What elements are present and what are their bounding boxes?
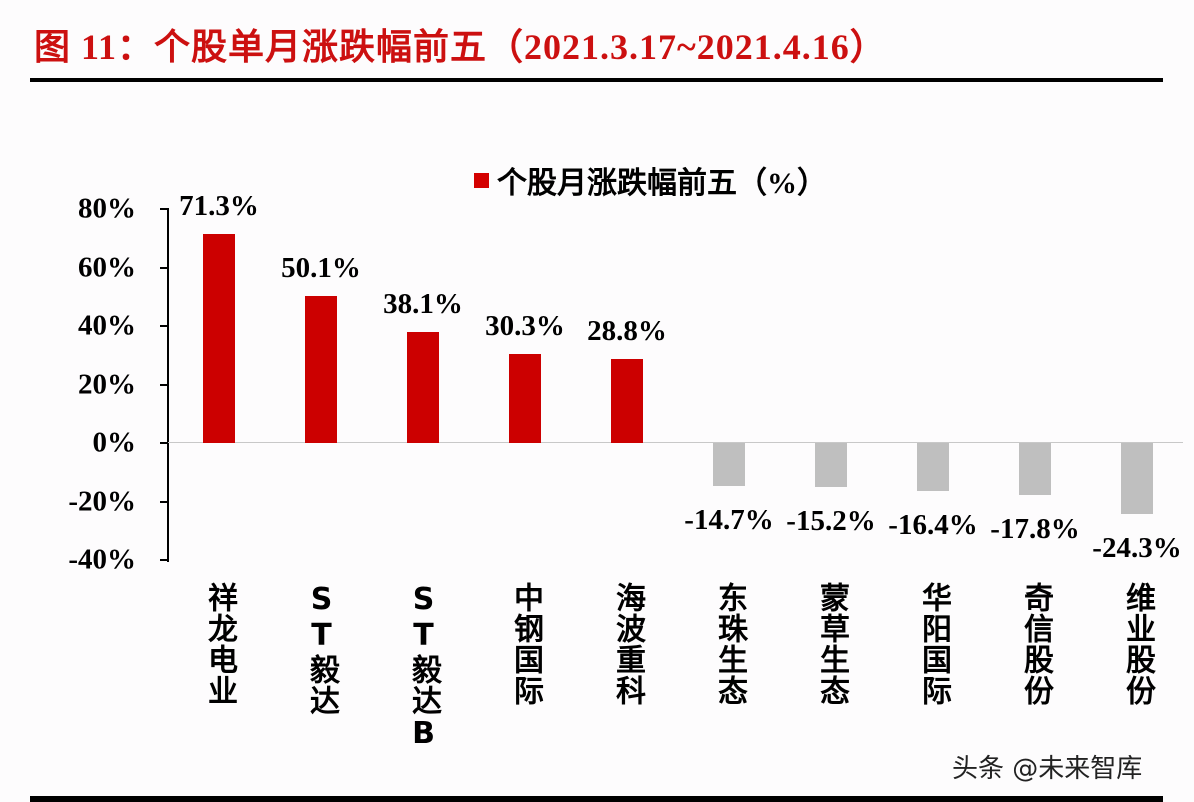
data-label: -14.7%: [684, 503, 774, 536]
y-tick: [160, 442, 168, 444]
y-tick: [160, 325, 168, 327]
y-tick-label: 80%: [78, 192, 136, 225]
data-label: 71.3%: [179, 190, 259, 223]
data-label: -24.3%: [1092, 532, 1182, 565]
data-label: -15.2%: [786, 505, 876, 538]
x-category-label: 维业股份: [1120, 582, 1155, 706]
bottom-divider: [30, 796, 1163, 802]
y-tick: [160, 266, 168, 269]
x-category-label: 海波重科: [610, 582, 645, 706]
y-tick: [160, 383, 168, 386]
bar: [509, 354, 541, 443]
y-tick-label: 20%: [78, 368, 136, 400]
bar: [407, 331, 439, 443]
data-label: 50.1%: [281, 252, 361, 285]
top-divider: [30, 78, 1163, 82]
y-tick-label: 0%: [92, 426, 137, 459]
y-tick-label: -40%: [68, 543, 136, 576]
y-tick: [160, 500, 168, 503]
data-label: 28.8%: [587, 314, 667, 347]
zero-baseline: [168, 442, 1183, 443]
bar: [917, 443, 949, 491]
x-category-label: 中钢国际: [508, 582, 543, 706]
x-category-label: 华阳国际: [916, 582, 951, 706]
bar: [713, 443, 745, 486]
x-category-label: 奇信股份: [1018, 582, 1053, 706]
y-tick-label: 60%: [78, 251, 136, 283]
x-category-label: ST毅达: [304, 582, 339, 716]
data-label: 38.1%: [383, 287, 463, 320]
bar: [611, 358, 643, 443]
chart-legend: 个股月涨跌幅前五（%）: [474, 158, 827, 202]
watermark: 头条 @未来智库: [952, 754, 1143, 784]
y-tick-label: 40%: [78, 309, 136, 342]
x-category-label: 祥龙电业: [202, 582, 237, 706]
figure-title: 图 11：个股单月涨跌幅前五（2021.3.17~2021.4.16）: [34, 27, 887, 67]
y-tick: [160, 559, 168, 561]
y-axis: [167, 208, 169, 562]
bar: [305, 296, 337, 443]
bar: [1121, 443, 1153, 515]
x-category-label: ST毅达B: [406, 582, 441, 752]
bar: [203, 234, 235, 443]
x-category-label: 东珠生态: [712, 582, 747, 706]
bar: [1019, 443, 1051, 496]
data-label: 30.3%: [485, 310, 565, 343]
data-label: -17.8%: [990, 513, 1080, 546]
bar: [815, 443, 847, 488]
legend-label: 个股月涨跌幅前五（%）: [497, 167, 827, 200]
y-tick: [160, 208, 168, 210]
data-label: -16.4%: [888, 508, 978, 541]
x-category-label: 蒙草生态: [814, 582, 849, 706]
legend-swatch-icon: [474, 172, 489, 188]
y-tick-label: -20%: [68, 485, 136, 517]
